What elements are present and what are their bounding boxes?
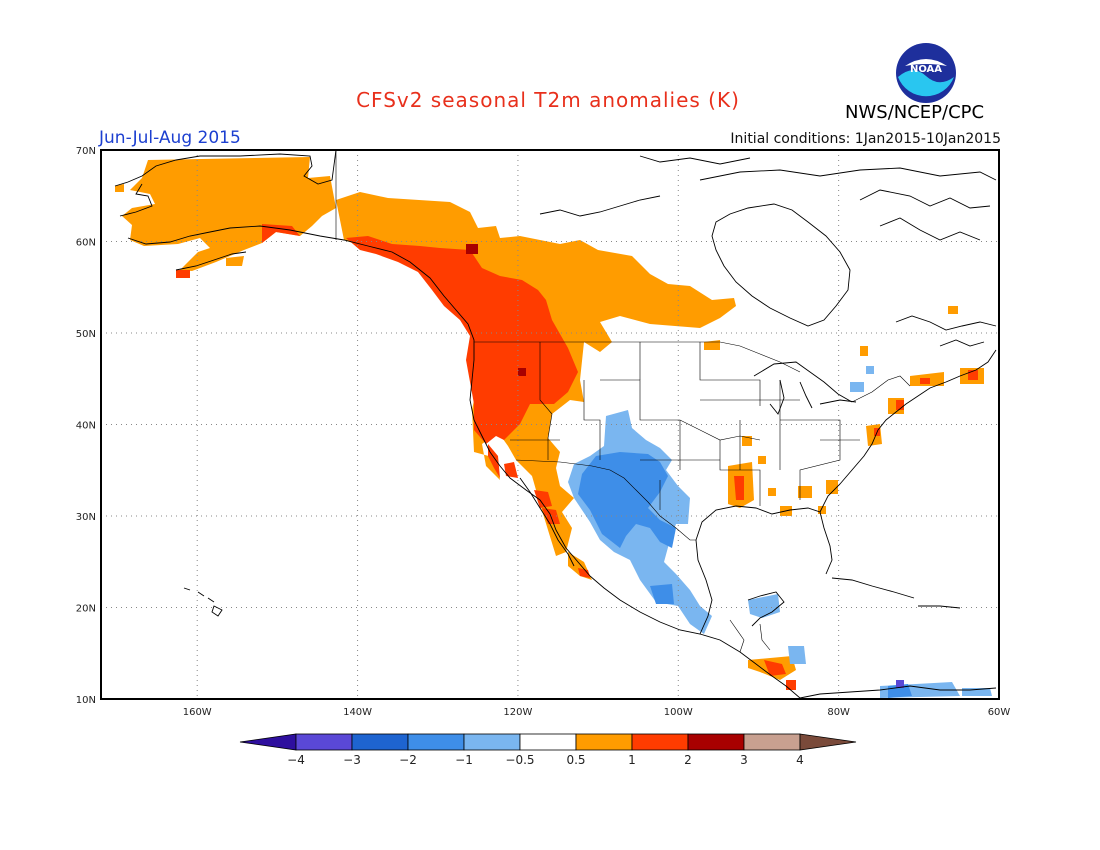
strong-cold-anomaly-region xyxy=(578,452,912,698)
colorbar-label: 4 xyxy=(796,753,804,767)
colorbar-label: −2 xyxy=(399,753,417,767)
colorbar-segment xyxy=(463,733,521,751)
colorbar-max-arrow xyxy=(799,733,857,751)
colorbar-min-arrow xyxy=(239,733,297,751)
chart-title: CFSv2 seasonal T2m anomalies (K) xyxy=(356,88,740,112)
lon-tick-label: 140W xyxy=(343,707,372,718)
colorbar-segment xyxy=(295,733,353,751)
colorbar-segment xyxy=(351,733,409,751)
colorbar-segment xyxy=(743,733,801,751)
lat-tick-label: 40N xyxy=(76,421,96,432)
latitude-labels: 70N 60N 50N 40N 30N 20N 10N xyxy=(76,146,96,706)
lon-tick-label: 160W xyxy=(183,707,212,718)
lat-tick-label: 10N xyxy=(76,695,96,706)
political-boundaries xyxy=(335,150,911,653)
strong-warm-anomaly-region xyxy=(176,224,978,690)
svg-text:NOAA: NOAA xyxy=(910,64,942,75)
lon-tick-label: 80W xyxy=(827,707,850,718)
colorbar: −4 −3 −2 −1 −0.5 0.5 1 2 3 4 xyxy=(239,733,857,767)
initial-conditions: Initial conditions: 1Jan2015-10Jan2015 xyxy=(730,131,1001,147)
coastlines xyxy=(114,150,997,699)
noaa-logo: NOAA xyxy=(896,43,956,103)
lat-tick-label: 70N xyxy=(76,146,96,157)
colorbar-label: 2 xyxy=(684,753,692,767)
colorbar-segment xyxy=(519,733,577,751)
colorbar-label: 3 xyxy=(740,753,748,767)
anomaly-fields xyxy=(115,157,992,698)
map-frame xyxy=(100,149,1000,700)
colorbar-segment xyxy=(631,733,689,751)
lon-tick-label: 60W xyxy=(988,707,1011,718)
lon-tick-label: 120W xyxy=(503,707,532,718)
lat-tick-label: 20N xyxy=(76,604,96,615)
colorbar-label: −4 xyxy=(287,753,305,767)
forecast-period: Jun-Jul-Aug 2015 xyxy=(99,128,241,148)
very-strong-cold-anomaly-region xyxy=(896,680,904,688)
colorbar-label: −0.5 xyxy=(505,753,534,767)
agency-label: NWS/NCEP/CPC xyxy=(845,102,985,123)
lon-tick-label: 100W xyxy=(664,707,693,718)
longitude-labels: 160W 140W 120W 100W 80W 60W xyxy=(183,707,1011,718)
lat-tick-label: 60N xyxy=(76,238,96,249)
colorbar-label: −1 xyxy=(455,753,473,767)
lat-tick-label: 30N xyxy=(76,512,96,523)
colorbar-label: 0.5 xyxy=(566,753,585,767)
colorbar-segment xyxy=(575,733,633,751)
colorbar-label: 1 xyxy=(628,753,636,767)
colorbar-segment xyxy=(687,733,745,751)
very-strong-warm-anomaly-region xyxy=(466,244,526,376)
colorbar-segment xyxy=(407,733,465,751)
lat-tick-label: 50N xyxy=(76,329,96,340)
colorbar-label: −3 xyxy=(343,753,361,767)
